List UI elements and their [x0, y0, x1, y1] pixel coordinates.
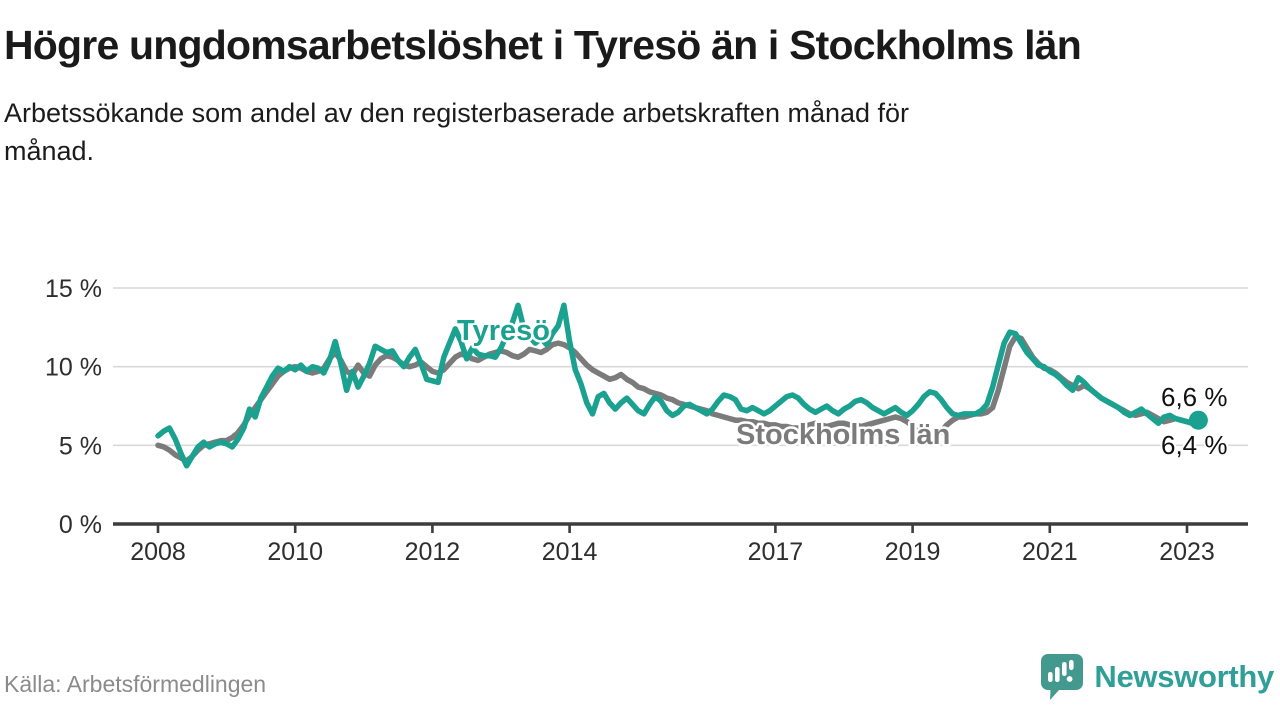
- page-subtitle: Arbetssökande som andel av den registerb…: [4, 97, 910, 166]
- y-tick-label-10: 10 %: [45, 354, 102, 382]
- speech-bubble-shape: [1041, 654, 1084, 700]
- chart-header: Högre ungdomsarbetslöshet i Tyresö än i …: [4, 22, 1276, 170]
- series-line-stockholms-l-n: [155, 334, 1202, 464]
- page-title: Högre ungdomsarbetslöshet i Tyresö än i …: [4, 22, 1082, 68]
- series-label-tyreso: Tyresö: [457, 315, 550, 347]
- x-tick-label-2021: 2021: [1022, 538, 1078, 566]
- x-tick-label-2008: 2008: [130, 538, 186, 566]
- newsworthy-icon: [1041, 654, 1084, 700]
- y-tick-label-0: 0 %: [59, 511, 102, 539]
- end-value-stockholms-lan: 6,4 %: [1161, 430, 1228, 460]
- bar-medium: [1055, 667, 1060, 682]
- y-tick-label-5: 5 %: [59, 432, 102, 460]
- tyreso-end-dot: [1188, 410, 1208, 430]
- x-tick-label-2019: 2019: [885, 538, 941, 566]
- brand-name: Newsworthy: [1094, 659, 1274, 694]
- exclamation-dot: [1067, 676, 1073, 682]
- x-tick-label-2010: 2010: [267, 538, 323, 566]
- x-tick-label-2014: 2014: [542, 538, 598, 566]
- source-note: Källa: Arbetsförmedlingen: [4, 671, 267, 697]
- bar-small: [1048, 672, 1053, 682]
- brand-logo: Newsworthy: [1039, 652, 1274, 702]
- line-chart: 0 % 5 % 10 % 15 % 2008 2010 2012 2014 2017 2019 20…: [45, 275, 1248, 566]
- x-tick-label-2017: 2017: [748, 538, 804, 566]
- x-tick-label-2023: 2023: [1159, 538, 1215, 566]
- x-tick-label-2012: 2012: [405, 538, 461, 566]
- series-label-stockholms-lan: Stockholms län: [736, 419, 950, 451]
- exclamation-bar: [1062, 662, 1067, 676]
- y-tick-label-15: 15 %: [45, 275, 102, 303]
- bar-tall: [1069, 660, 1074, 670]
- end-value-tyreso: 6,6 %: [1161, 382, 1228, 412]
- series-line-tyres-: [155, 302, 1202, 469]
